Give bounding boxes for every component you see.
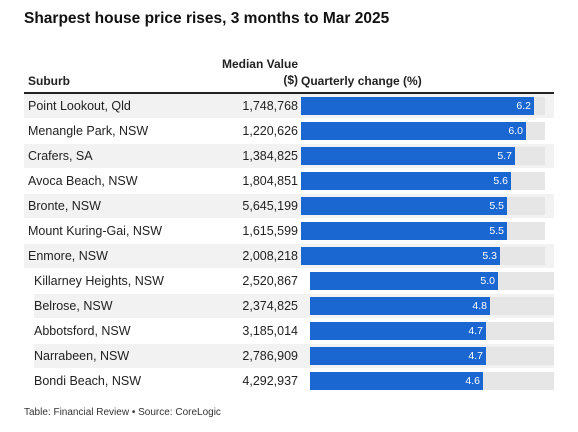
table-row: Bondi Beach, NSW 4,292,937 4.6: [24, 369, 554, 393]
change-bar-track: 5.5: [301, 222, 545, 240]
suburb-cell: Belrose, NSW: [34, 299, 113, 313]
table-row: Menangle Park, NSW 1,220,626 6.0: [24, 119, 554, 143]
suburb-cell: Narrabeen, NSW: [34, 349, 130, 363]
source-note: Table: Financial Review • Source: CoreLo…: [24, 407, 221, 418]
change-bar-label: 5.0: [480, 275, 495, 287]
change-bar-label: 5.5: [489, 225, 504, 237]
column-header-quarterly-change: Quarterly change (%): [301, 74, 422, 88]
table-row: Enmore, NSW 2,008,218 5.3: [24, 244, 554, 268]
median-value-cell: 1,384,825: [242, 149, 298, 163]
change-bar-track: 6.0: [301, 122, 545, 140]
median-value-cell: 2,520,867: [242, 274, 298, 288]
change-bar: 5.5: [301, 197, 507, 215]
change-bar-track: 4.8: [310, 297, 554, 315]
change-bar: 4.6: [310, 372, 483, 390]
change-bar: 5.3: [301, 247, 500, 265]
change-bar: 4.8: [310, 297, 490, 315]
change-bar-track: 5.7: [301, 147, 545, 165]
median-value-cell: 4,292,937: [242, 374, 298, 388]
change-bar: 5.0: [310, 272, 498, 290]
change-bar-track: 4.6: [310, 372, 554, 390]
table-row: Belrose, NSW 2,374,825 4.8: [24, 294, 554, 318]
table-row: Point Lookout, Qld 1,748,768 6.2: [24, 94, 554, 118]
table-row: Avoca Beach, NSW 1,804,851 5.6: [24, 169, 554, 193]
median-value-cell: 1,748,768: [242, 99, 298, 113]
change-bar-track: 5.3: [301, 247, 545, 265]
change-bar-label: 5.7: [497, 150, 512, 162]
suburb-cell: Crafers, SA: [28, 149, 93, 163]
change-bar-label: 4.6: [465, 375, 480, 387]
change-bar: 5.5: [301, 222, 507, 240]
median-value-cell: 1,220,626: [242, 124, 298, 138]
change-bar: 6.0: [301, 122, 526, 140]
median-value-cell: 1,804,851: [242, 174, 298, 188]
change-bar-track: 5.0: [310, 272, 554, 290]
median-value-cell: 2,008,218: [242, 249, 298, 263]
change-bar-label: 4.8: [472, 300, 487, 312]
change-bar-track: 5.5: [301, 197, 545, 215]
change-bar-track: 4.7: [310, 322, 554, 340]
table-row: Mount Kuring-Gai, NSW 1,615,599 5.5: [24, 219, 554, 243]
change-bar-track: 5.6: [301, 172, 545, 190]
column-header-median-line1: Median Value: [221, 57, 298, 71]
change-bar-track: 6.2: [301, 97, 545, 115]
change-bar: 4.7: [310, 322, 486, 340]
header-divider: [24, 92, 554, 94]
column-header-median-line2: ($): [283, 73, 298, 87]
suburb-cell: Menangle Park, NSW: [28, 124, 149, 138]
change-bar-label: 4.7: [468, 325, 483, 337]
suburb-cell: Enmore, NSW: [28, 249, 108, 263]
column-header-suburb: Suburb: [28, 74, 70, 88]
suburb-cell: Mount Kuring-Gai, NSW: [28, 224, 163, 238]
median-value-cell: 5,645,199: [242, 199, 298, 213]
suburb-cell: Abbotsford, NSW: [34, 324, 131, 338]
median-value-cell: 3,185,014: [242, 324, 298, 338]
table-row: Killarney Heights, NSW 2,520,867 5.0: [24, 269, 554, 293]
table-row: Crafers, SA 1,384,825 5.7: [24, 144, 554, 168]
suburb-cell: Killarney Heights, NSW: [34, 274, 164, 288]
table-row: Narrabeen, NSW 2,786,909 4.7: [24, 344, 554, 368]
chart-title: Sharpest house price rises, 3 months to …: [24, 10, 390, 27]
median-value-cell: 1,615,599: [242, 224, 298, 238]
table-header: Suburb Median Value ($) Quarterly change…: [24, 52, 554, 92]
column-header-median-value: Median Value ($): [184, 56, 298, 88]
change-bar-label: 6.2: [516, 100, 531, 112]
table-row: Bronte, NSW 5,645,199 5.5: [24, 194, 554, 218]
suburb-cell: Avoca Beach, NSW: [28, 174, 138, 188]
change-bar: 6.2: [301, 97, 534, 115]
change-bar-track: 4.7: [310, 347, 554, 365]
change-bar: 5.7: [301, 147, 515, 165]
change-bar-label: 5.3: [482, 250, 497, 262]
change-bar-label: 5.6: [493, 175, 508, 187]
change-bar-label: 6.0: [508, 125, 523, 137]
suburb-cell: Point Lookout, Qld: [28, 99, 131, 113]
suburb-cell: Bondi Beach, NSW: [34, 374, 141, 388]
median-value-cell: 2,374,825: [242, 299, 298, 313]
table-row: Abbotsford, NSW 3,185,014 4.7: [24, 319, 554, 343]
change-bar-label: 5.5: [489, 200, 504, 212]
suburb-cell: Bronte, NSW: [28, 199, 101, 213]
change-bar: 4.7: [310, 347, 486, 365]
change-bar: 5.6: [301, 172, 511, 190]
median-value-cell: 2,786,909: [242, 349, 298, 363]
change-bar-label: 4.7: [468, 350, 483, 362]
